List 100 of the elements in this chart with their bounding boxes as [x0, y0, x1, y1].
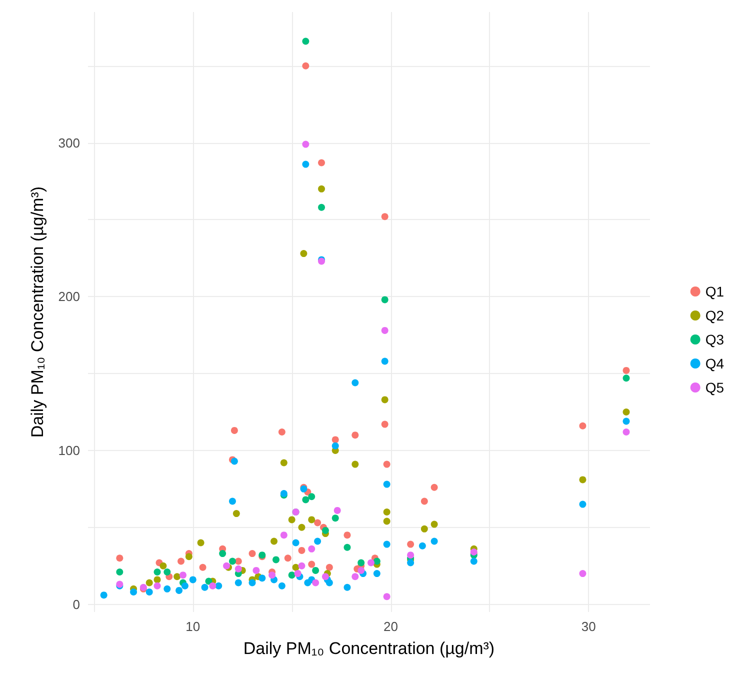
legend-label: Q4 — [705, 356, 724, 372]
point — [197, 539, 204, 546]
point — [430, 484, 438, 491]
point — [381, 296, 388, 304]
point — [302, 38, 310, 45]
point — [326, 564, 333, 571]
legend-label: Q1 — [705, 284, 724, 300]
point — [326, 579, 333, 586]
point — [579, 500, 586, 508]
point — [332, 514, 339, 522]
point — [383, 518, 390, 525]
point — [268, 572, 276, 579]
point — [383, 460, 390, 468]
y-tick-label: 100 — [58, 442, 80, 458]
point — [470, 558, 478, 565]
point — [420, 525, 428, 532]
point — [622, 374, 630, 382]
point — [381, 396, 388, 404]
point — [179, 572, 186, 579]
point — [418, 542, 426, 550]
point — [383, 540, 390, 548]
point — [302, 140, 310, 148]
point — [234, 565, 242, 572]
point — [100, 592, 108, 599]
point — [181, 582, 188, 590]
point — [298, 546, 306, 554]
legend-label: Q2 — [705, 308, 724, 324]
point — [308, 545, 316, 552]
point — [130, 588, 138, 596]
point — [302, 62, 310, 70]
point — [219, 550, 226, 558]
point — [579, 422, 586, 430]
point — [322, 573, 329, 580]
point — [373, 570, 380, 578]
point — [300, 250, 308, 258]
point — [234, 579, 242, 586]
point — [579, 570, 586, 578]
point — [160, 562, 167, 570]
point — [344, 532, 351, 539]
point — [381, 213, 388, 220]
point — [318, 159, 326, 166]
point — [358, 559, 365, 566]
point — [248, 550, 256, 558]
y-tick-label: 300 — [58, 135, 80, 150]
point — [199, 564, 206, 571]
point — [228, 558, 236, 565]
point — [270, 538, 278, 545]
point — [332, 436, 339, 444]
point — [314, 538, 322, 545]
point — [215, 582, 222, 590]
point — [312, 566, 320, 574]
point — [176, 586, 183, 594]
point — [308, 516, 316, 524]
point — [292, 539, 300, 546]
point — [344, 544, 351, 551]
point — [381, 358, 388, 365]
point — [344, 584, 351, 591]
point — [116, 554, 124, 562]
point — [178, 558, 185, 565]
point — [308, 493, 316, 500]
point — [373, 558, 380, 565]
point — [205, 578, 212, 585]
point — [248, 579, 256, 586]
point — [579, 476, 586, 484]
point — [116, 568, 124, 576]
point — [146, 579, 153, 586]
point — [407, 559, 414, 566]
point — [209, 582, 216, 590]
point — [146, 588, 153, 596]
point — [234, 558, 242, 565]
x-tick-label: 20 — [384, 619, 398, 634]
point — [367, 559, 374, 566]
point — [278, 428, 286, 436]
point — [154, 582, 161, 590]
point — [407, 552, 414, 559]
x-tick-label: 30 — [581, 619, 596, 634]
y-axis-title: Daily PM₁₀ Concentration (µg/m³) — [28, 186, 47, 438]
point — [185, 553, 192, 560]
point — [201, 584, 208, 591]
point — [334, 506, 341, 514]
point — [174, 573, 181, 580]
point — [314, 519, 322, 526]
point — [302, 160, 310, 168]
point — [278, 582, 286, 590]
point — [232, 510, 240, 518]
point — [352, 379, 359, 386]
point — [308, 560, 316, 568]
point — [284, 554, 292, 562]
point — [430, 538, 438, 545]
point — [352, 460, 359, 468]
point — [189, 576, 196, 584]
point — [383, 480, 390, 488]
legend-label: Q3 — [705, 332, 724, 348]
point — [154, 568, 161, 576]
point — [407, 540, 414, 548]
point — [288, 572, 296, 579]
point — [280, 532, 288, 539]
point — [302, 496, 310, 504]
point — [420, 498, 428, 505]
y-tick-label: 200 — [58, 289, 80, 304]
